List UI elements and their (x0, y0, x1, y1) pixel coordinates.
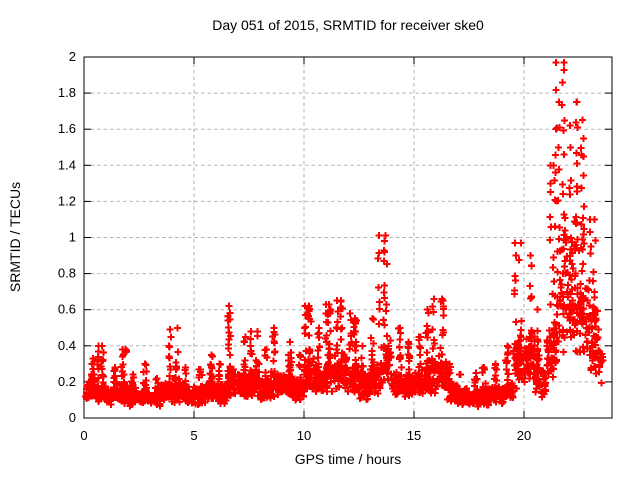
x-tick-label: 5 (190, 428, 197, 443)
y-tick-label: 1.2 (58, 193, 76, 208)
x-tick-label: 0 (80, 428, 87, 443)
chart-title: Day 051 of 2015, SRMTID for receiver ske… (212, 17, 484, 33)
y-tick-label: 0.8 (58, 266, 76, 281)
scatter-data-points (82, 59, 607, 410)
y-tick-label: 0.6 (58, 302, 76, 317)
y-tick-label: 0 (69, 410, 76, 425)
x-tick-label: 10 (297, 428, 311, 443)
y-tick-label: 2 (69, 49, 76, 64)
axis-ticks (83, 56, 612, 419)
y-axis-label: SRMTID / TECUs (7, 182, 23, 292)
scatter-points-path (82, 59, 607, 410)
y-tick-label: 0.4 (58, 338, 76, 353)
axis-tick-labels: 0 5 10 15 20 0 0.2 0.4 0.6 0.8 1 1.2 1.4 1.6 1.8 2 (58, 49, 531, 443)
x-axis-label: GPS time / hours (295, 451, 402, 467)
y-tick-label: 1.4 (58, 157, 76, 172)
x-tick-label: 20 (517, 428, 531, 443)
y-tick-label: 1.6 (58, 121, 76, 136)
y-tick-label: 0.2 (58, 374, 76, 389)
y-tick-label: 1 (69, 230, 76, 245)
x-tick-label: 15 (407, 428, 421, 443)
y-tick-label: 1.8 (58, 85, 76, 100)
